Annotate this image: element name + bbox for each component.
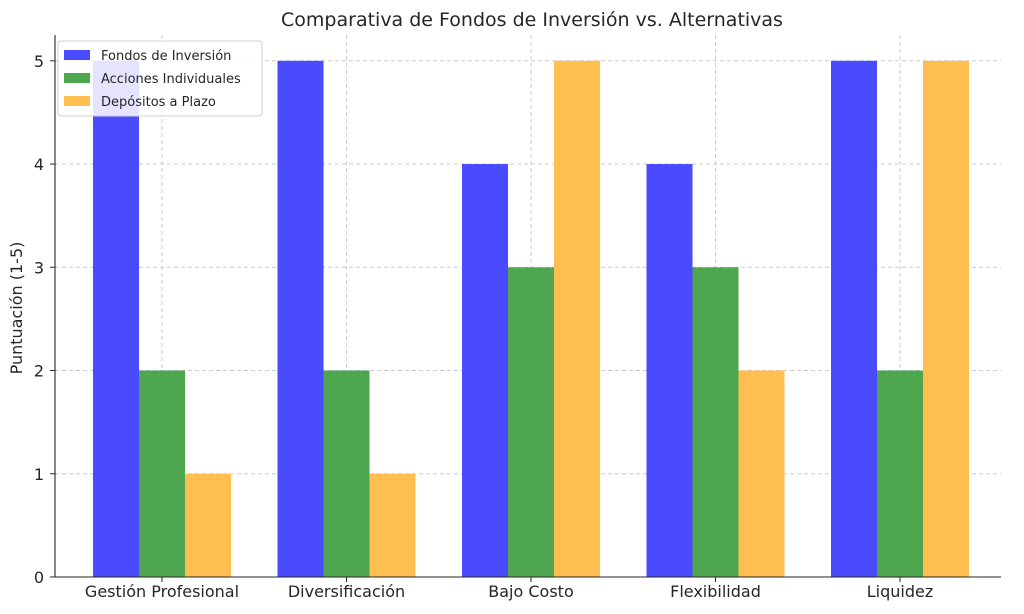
bar-1-5 bbox=[831, 60, 877, 578]
bar-2-5 bbox=[877, 370, 923, 577]
bar-1-3 bbox=[462, 164, 508, 578]
y-tick-label: 0 bbox=[34, 568, 44, 587]
chart-title: Comparativa de Fondos de Inversión vs. A… bbox=[281, 9, 783, 31]
tick-labels: 0 1 2 3 4 5 Gestión Profesional Diversificación… bbox=[34, 52, 933, 601]
axes bbox=[50, 35, 1001, 582]
y-tick-label: 2 bbox=[34, 362, 44, 381]
legend: Fondos de Inversión Acciones Individuales… bbox=[57, 40, 263, 117]
bar-3-3 bbox=[554, 60, 600, 578]
legend-swatch bbox=[64, 50, 90, 60]
legend-swatch bbox=[64, 96, 90, 106]
y-tick-label: 3 bbox=[34, 258, 44, 277]
bar-3-2 bbox=[369, 473, 416, 577]
bar-2-2 bbox=[323, 370, 370, 577]
bar-3-1 bbox=[185, 473, 231, 577]
x-tick-label: Gestión Profesional bbox=[85, 582, 239, 601]
legend-swatch bbox=[64, 73, 90, 83]
y-tick-label: 1 bbox=[34, 465, 44, 484]
bar-3-5 bbox=[923, 60, 969, 578]
legend-label: Acciones Individuales bbox=[101, 72, 241, 87]
bar-2-4 bbox=[692, 267, 739, 577]
y-axis-label: Puntuación (1-5) bbox=[7, 242, 26, 375]
bar-1-2 bbox=[277, 60, 324, 578]
x-tick-label: Flexibilidad bbox=[670, 582, 761, 601]
y-tick-label: 4 bbox=[34, 155, 44, 174]
y-tick-label: 5 bbox=[34, 52, 44, 71]
x-tick-label: Diversificación bbox=[288, 582, 405, 601]
legend-label: Fondos de Inversión bbox=[101, 49, 231, 64]
x-tick-label: Liquidez bbox=[867, 582, 934, 601]
bar-1-1 bbox=[93, 60, 139, 578]
legend-label: Depósitos a Plazo bbox=[101, 95, 216, 110]
bar-3-4 bbox=[738, 370, 785, 577]
bar-2-3 bbox=[508, 267, 554, 577]
bars bbox=[93, 60, 969, 578]
bar-1-4 bbox=[646, 164, 693, 578]
bar-2-1 bbox=[139, 370, 185, 577]
x-tick-label: Bajo Costo bbox=[488, 582, 573, 601]
legend-box bbox=[57, 40, 263, 117]
